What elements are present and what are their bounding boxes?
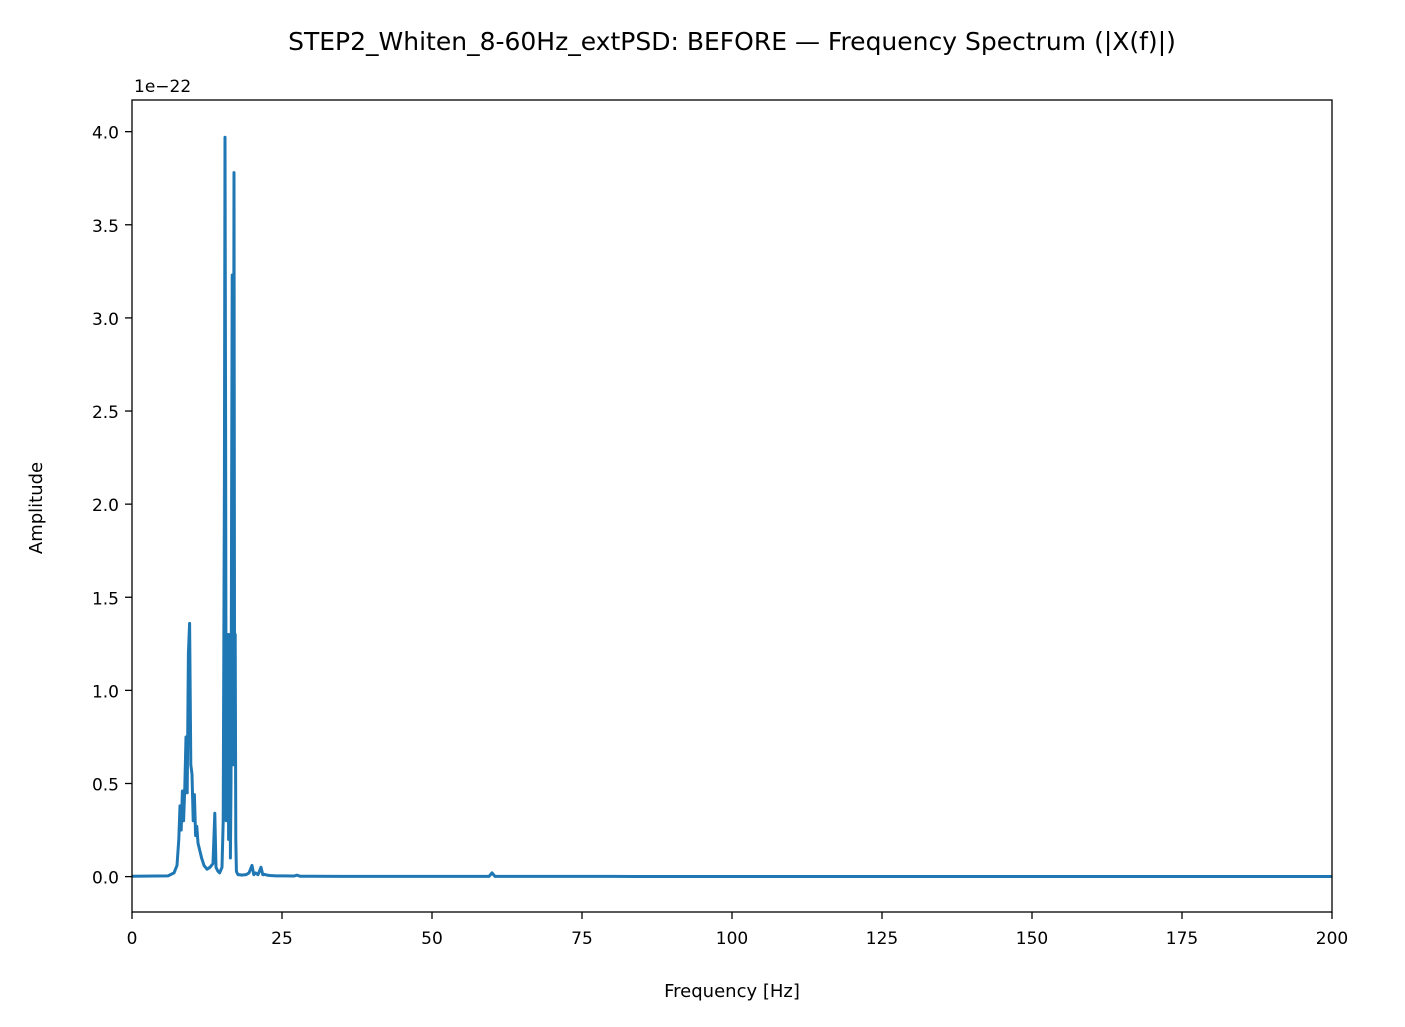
chart-title: STEP2_Whiten_8-60Hz_extPSD: BEFORE — Fre… <box>288 27 1176 56</box>
y-tick-label: 0.0 <box>92 869 119 889</box>
y-axis-label: Amplitude <box>26 462 47 554</box>
y-offset-label: 1e−22 <box>134 77 191 97</box>
x-tick-label: 25 <box>271 929 293 949</box>
x-axis-ticks: 0 25 50 75 100 125 150 175 200 <box>127 912 1348 949</box>
y-tick-label: 2.0 <box>92 496 119 516</box>
spectrum-line-0 <box>132 135 1332 879</box>
x-tick-label: 50 <box>421 929 443 949</box>
x-axis-label: Frequency [Hz] <box>664 981 800 1002</box>
y-tick-label: 1.0 <box>92 682 119 702</box>
y-tick-label: 2.5 <box>92 403 119 423</box>
y-tick-label: 4.0 <box>92 124 119 144</box>
x-tick-label: 0 <box>127 929 138 949</box>
x-tick-label: 125 <box>866 929 898 949</box>
y-tick-label: 1.5 <box>92 589 119 609</box>
x-tick-label: 200 <box>1316 929 1348 949</box>
x-tick-label: 75 <box>571 929 593 949</box>
y-tick-label: 3.0 <box>92 310 119 330</box>
x-tick-label: 100 <box>716 929 748 949</box>
y-tick-label: 0.5 <box>92 775 119 795</box>
y-tick-label: 3.5 <box>92 217 119 237</box>
data-layer <box>132 135 1332 879</box>
x-tick-label: 175 <box>1166 929 1198 949</box>
x-tick-label: 150 <box>1016 929 1048 949</box>
y-axis-ticks: 0.0 0.5 1.0 1.5 2.0 2.5 3.0 3.5 4.0 <box>92 124 132 889</box>
